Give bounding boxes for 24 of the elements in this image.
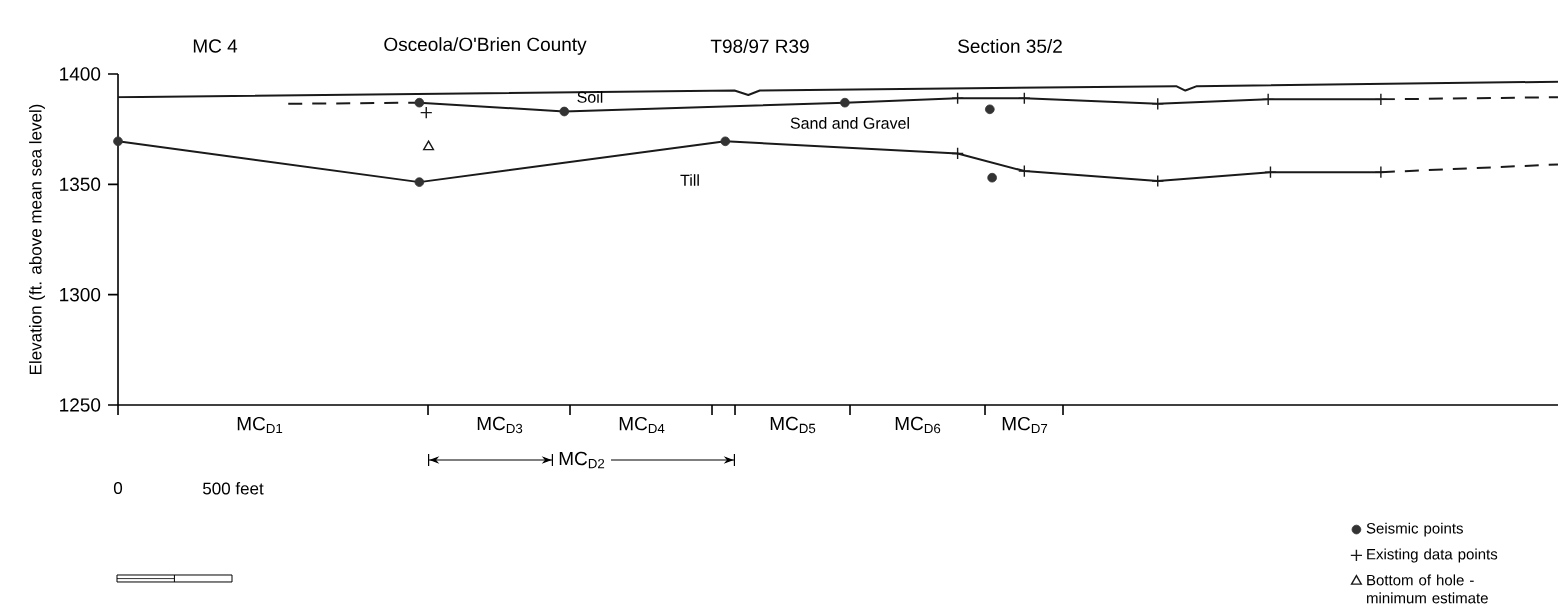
y-tick-label: 1300 [60,287,101,302]
y-tick-label: 1250 [60,398,101,412]
y-tick-label: 1350 [60,177,101,192]
text: MC$_{D2}$ [559,451,605,469]
chart-title: MC 4 [193,39,238,53]
x-tick-label: 500 feet [203,482,264,495]
legend-label: Bottom of hole - minimum estimate [1367,574,1488,604]
text: MC$_{D6}$ [895,416,941,434]
text: MC$_{D3}$ [477,416,523,434]
text: MC$_{D4}$ [619,416,665,434]
chart-subtitle: Osceola/O'Brien County [384,37,587,55]
annotation: Till [680,174,699,186]
y-axis-title: Elevation (ft. above mean sea level) [29,104,45,375]
annotation: Sand and Gravel [790,117,909,129]
legend-label: Seismic points [1366,522,1463,537]
annotation: Soil [577,91,603,103]
text: MC$_{D5}$ [770,416,816,434]
legend-label: Existing data points [1367,548,1498,563]
text: MC$_{D7}$ [1002,416,1048,434]
x-tick-label: 0 [113,482,123,495]
text: Section 35/2 [958,39,1062,53]
y-tick-label: 1400 [60,67,101,81]
text: T98/97 R39 [710,39,809,53]
text: MC$_{D1}$ [237,416,283,434]
